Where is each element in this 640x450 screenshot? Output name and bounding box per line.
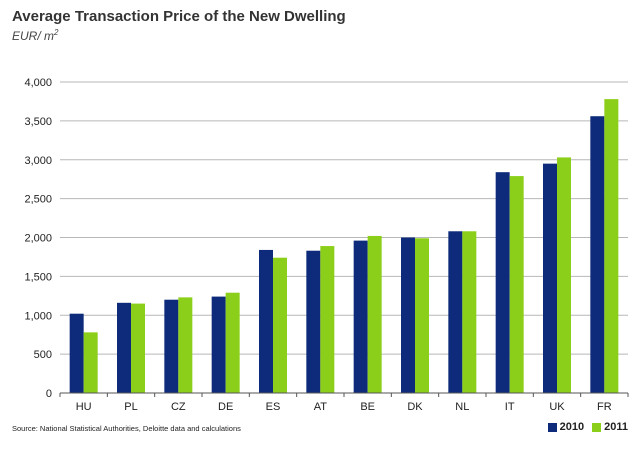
bar-2010-nl [448,231,463,393]
x-tick-label: BE [360,401,375,413]
chart-title: Average Transaction Price of the New Dwe… [12,8,346,25]
x-tick-label: FR [597,401,612,413]
y-tick-label: 3,500 [24,116,52,128]
subtitle-superscript: 2 [54,28,59,37]
y-axis: 0 500 1,000 1,500 2,000 2,500 3,000 3,500 4,000 [24,77,52,400]
bar-2010-dk [401,237,415,393]
x-tick-label: ES [266,401,281,413]
x-tick-label: CZ [171,401,186,413]
legend-label-2011: 2011 [604,421,628,433]
bars [69,99,619,394]
x-tick-label: NL [455,401,469,413]
legend-item-2010: 2010 [547,421,585,433]
bar-2010-uk [543,163,557,393]
x-tick-label: AT [314,401,328,413]
y-tick-label: 0 [46,388,52,400]
y-tick-label: 2,000 [24,233,52,245]
legend: 2010 2011 [540,421,628,433]
bar-2010-cz [164,299,179,393]
bar-2011-it [509,176,524,393]
bar-2010-hu [69,313,84,393]
bar-2011-de [225,292,240,393]
bar-2010-pl [117,302,131,393]
bar-2011-be [367,235,382,393]
x-tick-label: UK [549,401,565,413]
legend-swatch-2010 [547,422,557,432]
bar-2011-es [273,257,287,393]
y-tick-label: 500 [34,349,52,361]
bar-2011-dk [415,238,429,393]
bar-2010-at [306,250,321,393]
x-tick-label: DK [407,401,423,413]
bar-2011-fr [604,99,619,393]
y-tick-label: 3,000 [24,155,52,167]
subtitle-unit: EUR/ m [12,29,54,43]
legend-swatch-2011 [592,422,602,432]
gridlines [60,81,628,355]
bar-2011-nl [462,231,477,393]
bar-2011-at [320,246,335,393]
x-tick-label: PL [124,401,137,413]
x-tick-label: IT [505,401,515,413]
bar-2011-cz [178,297,193,393]
bar-2011-uk [557,157,571,393]
bar-2010-de [211,296,226,393]
y-tick-label: 1,500 [24,271,52,283]
bar-2010-es [259,249,273,393]
source-note: Source: National Statistical Authorities… [12,424,241,433]
y-tick-label: 1,000 [24,310,52,322]
bar-2010-it [495,172,510,393]
bar-2010-fr [590,116,605,394]
y-tick-label: 4,000 [24,77,52,89]
bar-2010-be [353,240,368,393]
chart-subtitle: EUR/ m2 [12,28,58,43]
bar-2011-pl [131,303,145,393]
x-tick-label: DE [218,401,233,413]
x-axis: HU PL CZ DE ES AT BE DK NL IT UK FR [59,392,629,413]
x-tick-label: HU [76,401,92,413]
legend-item-2011: 2011 [592,421,628,433]
legend-label-2010: 2010 [559,421,585,433]
y-tick-label: 2,500 [24,194,52,206]
bar-2011-hu [83,332,98,393]
